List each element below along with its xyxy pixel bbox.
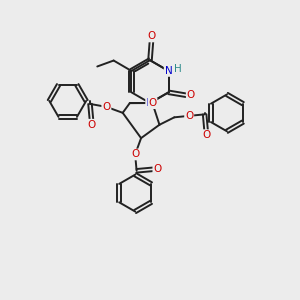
Text: O: O	[153, 164, 162, 174]
Text: O: O	[102, 102, 110, 112]
Text: N: N	[165, 66, 172, 76]
Text: O: O	[131, 149, 139, 160]
Text: O: O	[185, 111, 193, 121]
Text: O: O	[187, 90, 195, 100]
Text: O: O	[87, 120, 96, 130]
Text: N: N	[146, 98, 154, 108]
Text: O: O	[147, 32, 156, 41]
Text: O: O	[202, 130, 210, 140]
Text: H: H	[174, 64, 181, 74]
Text: O: O	[148, 98, 157, 108]
